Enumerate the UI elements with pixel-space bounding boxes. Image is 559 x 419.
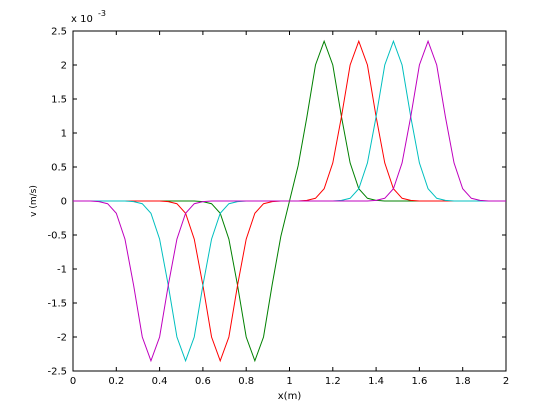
y-axis-label: v (m/s) [29,185,39,217]
y-tick-label: -1 [57,265,67,276]
y-tick-label: 0.5 [51,163,67,174]
y-tick-label: 2.5 [51,27,67,38]
y-tick-label: -2 [57,333,67,344]
y-tick-label: 0 [61,197,67,208]
y-tick-label: -2.5 [47,367,67,378]
x-tick-label: 2 [503,376,509,387]
y-scale-exponent: -3 [98,9,106,18]
y-tick-label: 2 [61,61,67,72]
x-tick-label: 0.8 [238,376,254,387]
x-tick-label: 0.6 [195,376,211,387]
y-tick-label: 1 [61,129,67,140]
series-line [73,39,506,363]
x-tick-label: 1.6 [411,376,427,387]
x-tick-label: 1.2 [325,376,341,387]
x-tick-label: 0.2 [108,376,124,387]
x-axis-label: x(m) [278,391,302,402]
x-tick-label: 1.8 [455,376,471,387]
y-scale: x 10 [71,14,93,25]
x-tick-label: 1 [286,376,292,387]
y-tick-label: 1.5 [51,95,67,106]
y-tick-label: -1.5 [47,299,67,310]
y-tick-label: -0.5 [47,231,67,242]
x-tick-label: 0 [70,376,76,387]
x-tick-label: 1.4 [368,376,384,387]
x-tick-label: 0.4 [152,376,168,387]
